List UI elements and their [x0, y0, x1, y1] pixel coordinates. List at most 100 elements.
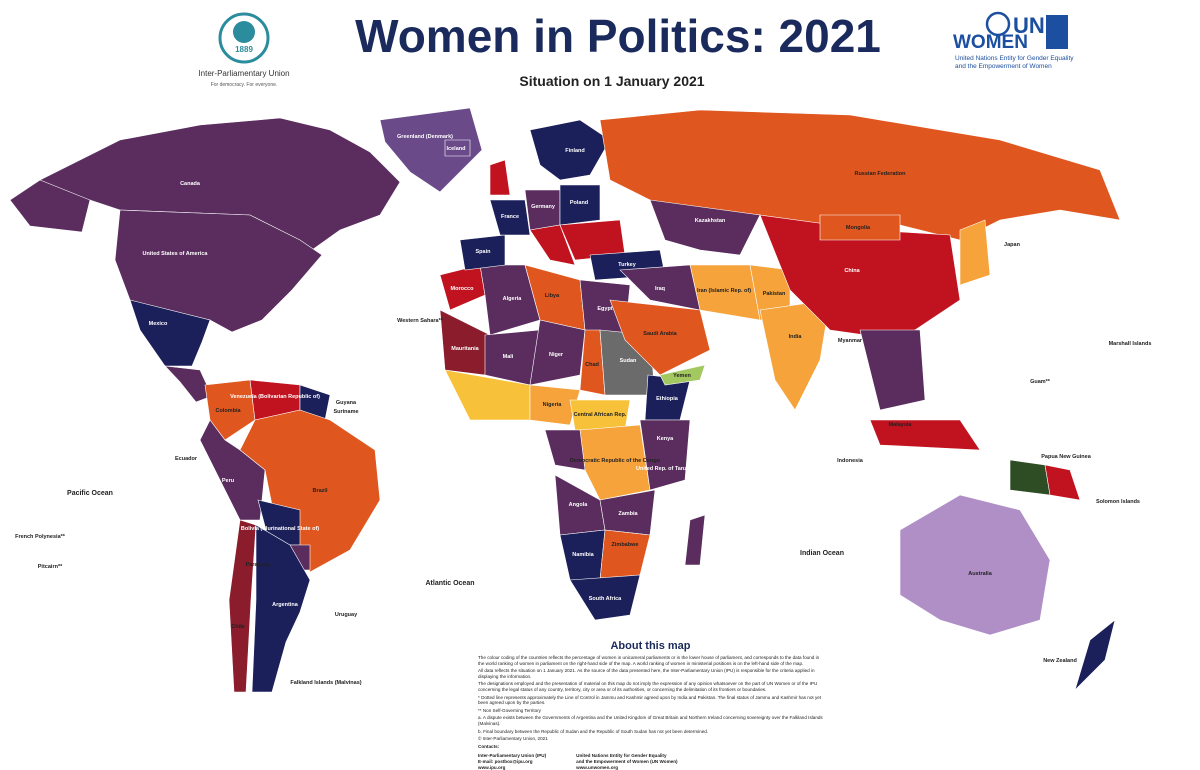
- country-shape: [1044, 464, 1081, 501]
- country-shape: [649, 199, 761, 256]
- country-shape: [1074, 619, 1116, 691]
- map-label: India: [789, 334, 803, 340]
- map-label: French Polynesia**: [15, 534, 66, 540]
- unwomen-name-2: and the Empowerment of Women: [955, 63, 1052, 70]
- unwomen-symbol: [1046, 15, 1068, 49]
- country-shape: [959, 219, 991, 286]
- map-label: Namibia: [572, 552, 594, 558]
- map-label: Papua New Guinea: [1041, 454, 1091, 460]
- contact-line: E-mail: postbox@ipu.org: [478, 758, 533, 764]
- map-label: Greenland (Denmark): [397, 134, 453, 140]
- map-label: Iceland: [447, 146, 466, 152]
- country-shape: [859, 329, 926, 411]
- map-label: Germany: [531, 204, 556, 210]
- map-label: Atlantic Ocean: [425, 580, 474, 587]
- map-label: South Africa: [589, 596, 622, 602]
- country-shape: [639, 419, 691, 491]
- map-label: Australia: [968, 571, 992, 577]
- map-label: Morocco: [451, 286, 475, 292]
- country-shape: [819, 214, 901, 241]
- map-label: Zambia: [618, 511, 638, 517]
- map-label: Venezuela (Bolivarian Republic of): [230, 394, 320, 400]
- map-label: Finland: [565, 148, 585, 154]
- country-shape: [489, 199, 531, 236]
- map-label: Iran (Islamic Rep. of): [697, 288, 751, 294]
- map-label: Guyana: [336, 400, 357, 406]
- map-label: Guam**: [1030, 379, 1051, 385]
- country-shape: [489, 159, 511, 196]
- map-label: Chad: [585, 362, 599, 368]
- map-label: United States of America: [143, 251, 209, 257]
- map-label: Saudi Arabia: [643, 331, 677, 337]
- map-label: Chile: [231, 624, 244, 630]
- map-label: Mongolia: [846, 225, 871, 231]
- unwomen-logo: UN WOMEN United Nations Entity for Gende…: [953, 11, 1074, 70]
- map-label: Canada: [180, 181, 201, 187]
- title: Women in Politics: 2021: [355, 10, 881, 62]
- map-label: Malaysia: [889, 422, 913, 428]
- ipu-name: Inter-Parliamentary Union: [198, 69, 289, 78]
- map-label: Pakistan: [763, 291, 786, 297]
- about-paragraph: The colour coding of the countries refle…: [478, 655, 820, 666]
- map-label: Paraguay: [246, 562, 272, 568]
- ipu-logo: 1889 Inter-Parliamentary Union For democ…: [198, 12, 290, 88]
- map-label: Pitcairn**: [38, 564, 63, 570]
- map-label: Turkey: [618, 262, 637, 268]
- country-shape: [869, 419, 981, 451]
- map-shapes: [9, 107, 1121, 693]
- country-shape: [199, 419, 266, 521]
- map-label: Yemen: [673, 373, 691, 379]
- about-title: About this map: [610, 640, 691, 652]
- map-label: Peru: [222, 478, 234, 484]
- country-shape: [251, 524, 311, 693]
- country-shape: [529, 224, 576, 266]
- ipu-year: 1889: [235, 45, 253, 54]
- country-shape: [684, 514, 706, 566]
- map-label: Mauritania: [451, 346, 479, 352]
- country-shape: [379, 107, 483, 193]
- country-shape: [439, 309, 491, 376]
- country-shape: [114, 209, 323, 333]
- country-shape: [899, 494, 1051, 636]
- map-label: Spain: [476, 249, 492, 255]
- about-paragraph: * Dotted line represents approximately t…: [478, 694, 822, 706]
- map-label: New Zealand: [1043, 658, 1077, 664]
- about-paragraph: All data reflects the situation on 1 Jan…: [478, 668, 815, 679]
- country-shape: [529, 319, 586, 386]
- contacts: Inter-Parliamentary Union (IPU) E-mail: p…: [478, 753, 823, 770]
- map-label: Poland: [570, 200, 588, 206]
- map-label: France: [501, 214, 519, 220]
- country-shape: [529, 384, 581, 426]
- map-label: Mexico: [149, 321, 168, 327]
- map-label: Russian Federation: [854, 171, 906, 177]
- map-label: Sudan: [620, 358, 637, 364]
- country-shape: [39, 117, 401, 251]
- map-label: Algeria: [503, 296, 523, 302]
- country-shape: [529, 119, 611, 181]
- contact-line: United Nations Entity for Gender Equalit…: [576, 753, 667, 759]
- map-label: Japan: [1004, 242, 1021, 248]
- map-label: Indonesia: [837, 458, 864, 464]
- about-paragraph: The designations employed and the presen…: [478, 681, 818, 692]
- contact-block: Inter-Parliamentary Union (IPU) E-mail: p…: [478, 753, 546, 770]
- subtitle: Situation on 1 January 2021: [519, 73, 704, 89]
- country-shape: [569, 574, 641, 621]
- map-label: Pacific Ocean: [67, 490, 113, 497]
- about-paragraph: ** Non Self-Governing Territory: [478, 707, 541, 713]
- map-label: Ethiopia: [656, 396, 679, 402]
- map-label: Mali: [503, 354, 514, 360]
- ipu-globe: [233, 21, 255, 43]
- map-label: Zimbabwe: [612, 542, 639, 548]
- country-shape: [609, 299, 711, 376]
- contact-line: www.ipu.org: [478, 764, 506, 770]
- country-shape: [164, 365, 213, 403]
- map-label: Ecuador: [175, 456, 198, 462]
- contact-line: Inter-Parliamentary Union (IPU): [478, 753, 547, 759]
- about-paragraph: b. Final boundary between the Republic o…: [478, 728, 709, 734]
- map-label: Kazakhstan: [695, 218, 726, 224]
- country-shape: [544, 429, 586, 471]
- map-label: Myanmar: [838, 338, 863, 344]
